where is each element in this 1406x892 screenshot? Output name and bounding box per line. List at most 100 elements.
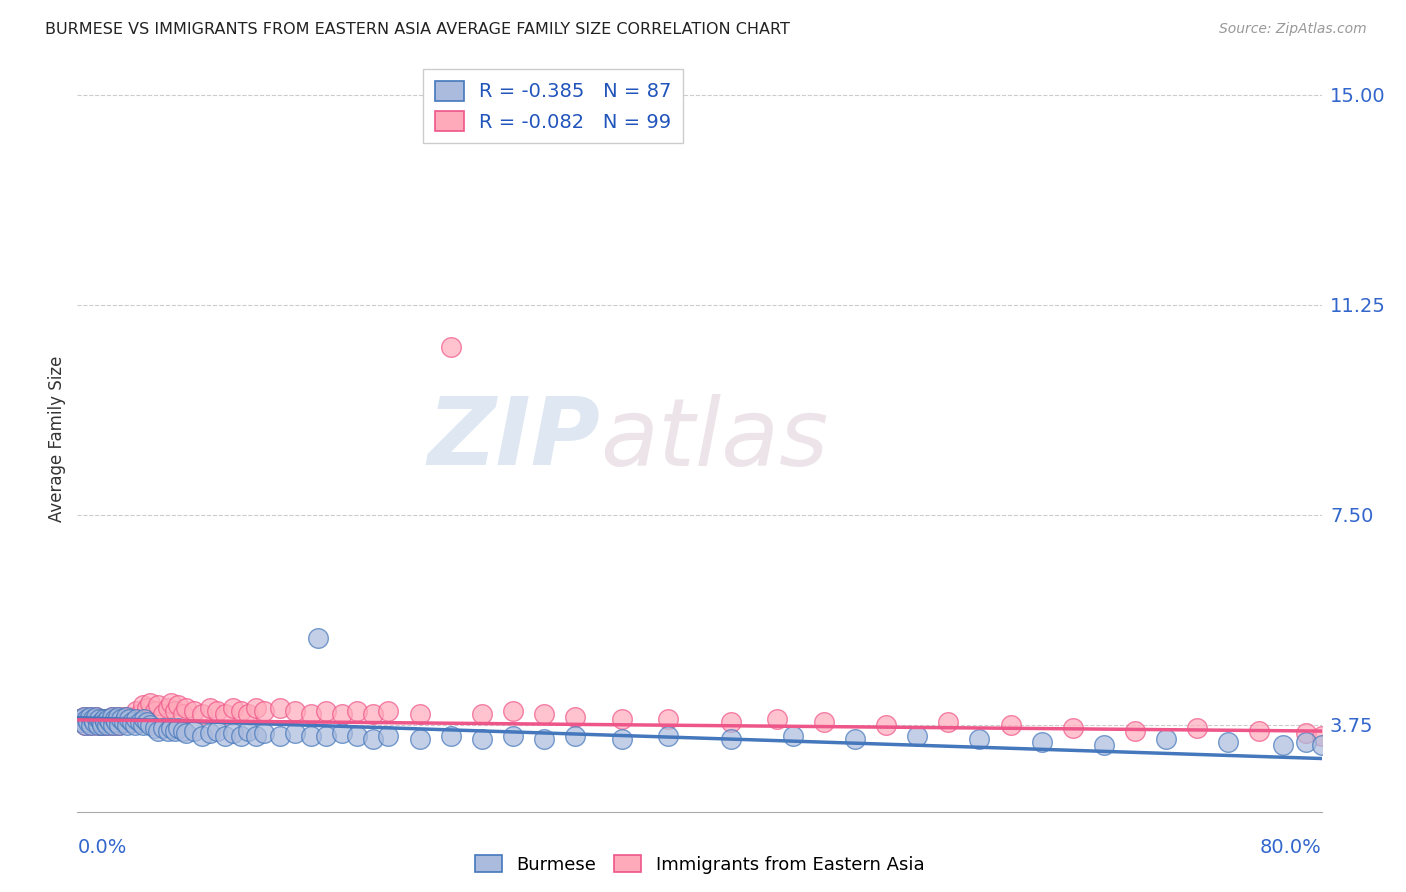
Point	[1154, 731, 1177, 746]
Point	[245, 729, 267, 743]
Point	[101, 718, 124, 732]
Point	[69, 712, 91, 726]
Point	[657, 712, 679, 726]
Point	[1000, 718, 1022, 732]
Point	[83, 715, 105, 730]
Point	[84, 709, 107, 723]
Point	[156, 701, 179, 715]
Legend: R = -0.385   N = 87, R = -0.082   N = 99: R = -0.385 N = 87, R = -0.082 N = 99	[423, 70, 683, 144]
Point	[167, 698, 190, 713]
Point	[245, 701, 267, 715]
Point	[87, 712, 110, 726]
Point	[610, 731, 633, 746]
Point	[75, 718, 97, 732]
Point	[174, 726, 197, 740]
Point	[143, 721, 166, 735]
Point	[80, 718, 103, 732]
Point	[84, 709, 107, 723]
Point	[104, 712, 127, 726]
Point	[107, 709, 129, 723]
Point	[315, 704, 337, 718]
Point	[107, 709, 129, 723]
Point	[128, 706, 150, 721]
Point	[72, 709, 94, 723]
Point	[229, 704, 252, 718]
Point	[207, 723, 229, 738]
Point	[131, 698, 153, 713]
Point	[564, 709, 586, 723]
Point	[253, 726, 276, 740]
Point	[198, 701, 221, 715]
Point	[1372, 731, 1395, 746]
Point	[207, 704, 229, 718]
Point	[1187, 721, 1209, 735]
Text: ZIP: ZIP	[427, 393, 600, 485]
Point	[108, 718, 131, 732]
Point	[125, 704, 148, 718]
Point	[159, 696, 181, 710]
Point	[93, 712, 115, 726]
Point	[100, 709, 122, 723]
Point	[82, 712, 104, 726]
Point	[299, 706, 322, 721]
Point	[766, 712, 789, 726]
Point	[165, 723, 187, 738]
Point	[110, 712, 132, 726]
Point	[79, 709, 101, 723]
Point	[229, 729, 252, 743]
Point	[533, 731, 555, 746]
Point	[1326, 726, 1348, 740]
Point	[115, 718, 138, 732]
Point	[165, 704, 187, 718]
Point	[1271, 738, 1294, 752]
Point	[72, 709, 94, 723]
Point	[408, 731, 430, 746]
Point	[79, 709, 101, 723]
Point	[238, 723, 260, 738]
Point	[720, 715, 742, 730]
Point	[148, 723, 170, 738]
Point	[115, 712, 138, 726]
Point	[346, 704, 368, 718]
Point	[905, 729, 928, 743]
Point	[533, 706, 555, 721]
Point	[657, 729, 679, 743]
Point	[502, 729, 524, 743]
Point	[610, 712, 633, 726]
Point	[1218, 735, 1240, 749]
Point	[159, 721, 181, 735]
Point	[139, 718, 162, 732]
Point	[502, 704, 524, 718]
Point	[1295, 735, 1317, 749]
Point	[1123, 723, 1146, 738]
Point	[94, 715, 117, 730]
Point	[782, 729, 804, 743]
Point	[152, 721, 174, 735]
Point	[844, 731, 866, 746]
Point	[198, 726, 221, 740]
Point	[104, 712, 127, 726]
Point	[330, 706, 353, 721]
Point	[174, 701, 197, 715]
Point	[330, 726, 353, 740]
Point	[361, 731, 384, 746]
Point	[214, 729, 236, 743]
Point	[82, 712, 104, 726]
Point	[80, 718, 103, 732]
Point	[1341, 729, 1364, 743]
Point	[284, 704, 307, 718]
Point	[110, 712, 132, 726]
Point	[94, 715, 117, 730]
Point	[315, 729, 337, 743]
Point	[172, 706, 194, 721]
Point	[112, 715, 135, 730]
Point	[91, 718, 114, 732]
Point	[98, 715, 121, 730]
Point	[76, 712, 98, 726]
Point	[69, 712, 91, 726]
Point	[564, 729, 586, 743]
Point	[131, 718, 153, 732]
Point	[1092, 738, 1115, 752]
Point	[87, 712, 110, 726]
Point	[90, 715, 112, 730]
